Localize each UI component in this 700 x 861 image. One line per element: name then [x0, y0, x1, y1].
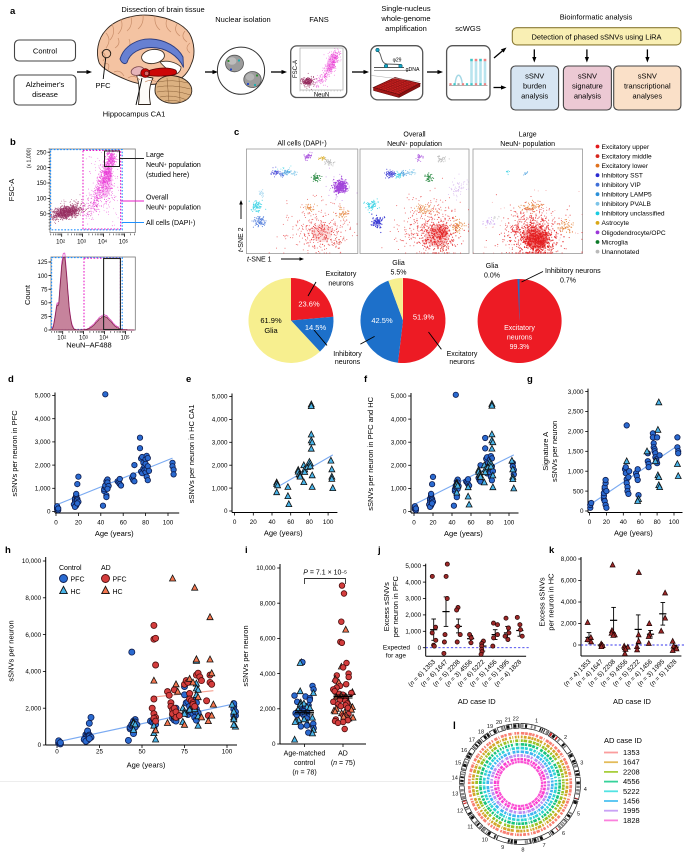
svg-text:sSNV: sSNV: [525, 72, 544, 81]
svg-text:whole-genome: whole-genome: [380, 14, 430, 23]
svg-text:Hippocampus CA1: Hippocampus CA1: [103, 110, 166, 119]
svg-text:scWGS: scWGS: [455, 24, 480, 33]
svg-text:75: 75: [41, 287, 48, 293]
svg-text:250: 250: [36, 150, 47, 156]
svg-text:sSNV: sSNV: [578, 72, 597, 81]
svg-text:φ29: φ29: [393, 58, 402, 64]
svg-text:transcriptional: transcriptional: [624, 82, 671, 91]
svg-text:burden: burden: [523, 82, 546, 91]
svg-text:Overall: Overall: [146, 195, 169, 202]
svg-text:100: 100: [36, 197, 47, 203]
svg-text:Large: Large: [519, 132, 537, 139]
svg-text:signature: signature: [572, 82, 603, 91]
svg-text:25: 25: [41, 315, 48, 321]
svg-text:(studied here): (studied here): [146, 172, 189, 179]
svg-text:FSC-A: FSC-A: [293, 60, 299, 78]
svg-text:50: 50: [41, 301, 48, 307]
svg-text:All cells (DAPI+): All cells (DAPI+): [277, 140, 326, 148]
svg-text:sSNV: sSNV: [638, 72, 657, 81]
svg-text:NeuN+ population: NeuN+ population: [146, 162, 201, 170]
svg-text:PFC: PFC: [96, 81, 112, 90]
svg-text:NeuN–AF488: NeuN–AF488: [66, 341, 111, 350]
svg-text:NeuN: NeuN: [314, 92, 329, 98]
svg-text:Large: Large: [146, 152, 164, 159]
svg-text:(x 1,000): (x 1,000): [27, 147, 33, 168]
svg-text:NeuN+ population: NeuN+ population: [500, 141, 555, 149]
svg-text:NeuN+ population: NeuN+ population: [146, 204, 201, 212]
svg-text:Overall: Overall: [403, 132, 426, 139]
svg-text:Nuclear isolation: Nuclear isolation: [215, 15, 270, 24]
svg-text:Control: Control: [33, 47, 58, 56]
svg-text:Dissection of brain tissue: Dissection of brain tissue: [121, 5, 204, 14]
svg-text:Bioinformatic analysis: Bioinformatic analysis: [560, 13, 633, 22]
svg-text:50: 50: [40, 212, 47, 218]
svg-text:Single-nucleus: Single-nucleus: [381, 4, 430, 13]
svg-text:FANS: FANS: [309, 15, 329, 24]
svg-text:100: 100: [37, 274, 48, 280]
svg-text:150: 150: [36, 181, 47, 187]
svg-text:Detection of phased sSNVs usin: Detection of phased sSNVs using LiRA: [531, 33, 661, 42]
svg-text:amplification: amplification: [385, 24, 427, 33]
svg-text:a: a: [10, 6, 16, 17]
svg-text:NeuN+ population: NeuN+ population: [387, 141, 442, 149]
svg-text:analyses: analyses: [632, 92, 662, 101]
svg-text:b: b: [10, 137, 16, 148]
svg-text:Count: Count: [23, 284, 32, 305]
svg-text:c: c: [234, 127, 239, 138]
svg-text:125: 125: [37, 260, 48, 266]
svg-text:analysis: analysis: [521, 92, 548, 101]
svg-text:FSC-A: FSC-A: [7, 179, 16, 202]
svg-text:gDNA: gDNA: [406, 67, 420, 73]
svg-text:Alzheimer's: Alzheimer's: [26, 80, 65, 89]
svg-text:t-SNE 1: t-SNE 1: [247, 257, 272, 264]
svg-text:t-SNE 2: t-SNE 2: [238, 227, 245, 252]
svg-text:200: 200: [36, 166, 47, 172]
svg-text:All cells (DAPI+): All cells (DAPI+): [146, 220, 195, 228]
svg-text:analysis: analysis: [574, 92, 601, 101]
svg-text:disease: disease: [32, 90, 58, 99]
